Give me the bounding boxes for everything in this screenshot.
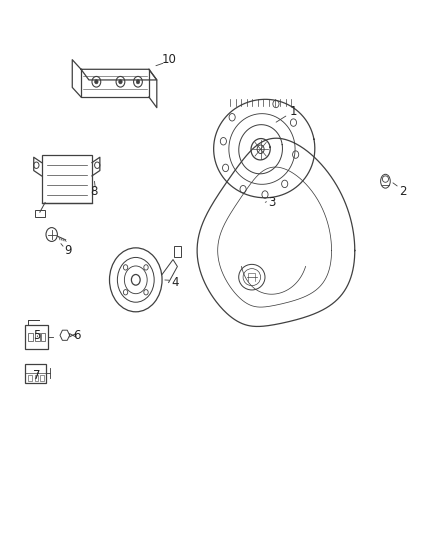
Bar [174,246,181,257]
Bar [35,210,45,217]
Ellipse shape [243,269,261,286]
Bar [41,333,45,341]
Text: 6: 6 [73,329,81,342]
Bar [25,325,48,349]
Text: 2: 2 [399,185,407,198]
Text: 5: 5 [34,329,41,342]
FancyBboxPatch shape [42,155,92,203]
Text: 3: 3 [268,196,275,209]
Text: 9: 9 [64,244,72,257]
Bar [35,333,40,341]
Bar [35,375,38,381]
Ellipse shape [382,176,389,182]
Text: 4: 4 [171,276,179,289]
Text: 8: 8 [91,185,98,198]
Bar [28,375,32,381]
Bar [28,333,33,341]
Text: 7: 7 [33,369,41,382]
Text: 1: 1 [290,106,297,118]
Circle shape [95,79,98,84]
Bar [25,364,46,383]
Circle shape [119,79,122,84]
Circle shape [136,79,140,84]
Bar [40,375,44,381]
Ellipse shape [239,264,265,290]
Ellipse shape [381,174,390,188]
Text: 10: 10 [161,53,176,66]
